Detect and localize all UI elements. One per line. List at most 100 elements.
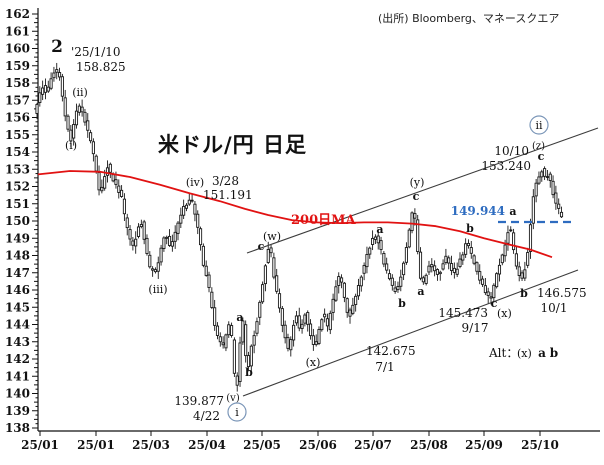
candle-body xyxy=(210,291,214,308)
candle-body xyxy=(464,243,468,255)
candle-body xyxy=(390,277,394,286)
candle-body xyxy=(461,254,465,261)
candle-body xyxy=(328,312,332,331)
candle-body xyxy=(134,238,138,247)
candle-body xyxy=(297,315,301,329)
candle-body xyxy=(218,336,222,343)
annotation-b: b xyxy=(398,297,406,310)
candle-body xyxy=(421,277,425,283)
candle-body xyxy=(413,213,417,219)
candle-body xyxy=(325,318,330,327)
candle-body xyxy=(199,228,203,246)
annotation-2: 2 xyxy=(51,37,63,57)
candle-body xyxy=(145,237,149,254)
candle-body xyxy=(348,309,352,317)
candle-body xyxy=(176,222,180,234)
candle-body xyxy=(52,72,56,79)
candle-body xyxy=(38,92,42,103)
y-tick-label: 159 xyxy=(5,59,30,73)
candle-body xyxy=(294,315,298,324)
candle-body xyxy=(139,224,143,228)
candle-body xyxy=(455,268,459,275)
candle-body xyxy=(83,111,87,123)
candle-body xyxy=(483,285,487,294)
annotation-a: a xyxy=(509,205,516,218)
candle-body xyxy=(230,325,234,336)
candle-body xyxy=(128,229,132,240)
annotation-y: (y) xyxy=(410,176,425,189)
y-tick-label: 142 xyxy=(5,352,30,366)
candle-body xyxy=(441,263,445,270)
candle-body xyxy=(500,254,504,264)
annotation-v: (v) xyxy=(226,393,240,404)
candle-body xyxy=(49,78,53,89)
y-tick-label: 160 xyxy=(5,42,30,56)
annotation-25110: '25/1/10 xyxy=(71,45,121,59)
candle-body xyxy=(410,212,414,232)
annotation-149944: 149.944 xyxy=(451,204,505,218)
annotation-71: 7/1 xyxy=(375,360,394,374)
wave-circle-i xyxy=(227,402,247,422)
candle-body xyxy=(213,307,217,326)
candle-body xyxy=(548,173,552,181)
x-tick-label: 25/09 xyxy=(465,438,503,452)
candle-body xyxy=(255,321,259,334)
candle-body xyxy=(165,236,169,239)
candle-body xyxy=(430,264,434,268)
candle-body xyxy=(433,265,437,272)
annotation-iii: (iii) xyxy=(148,283,167,296)
x-tick-label: 25/06 xyxy=(299,438,337,452)
annotation-a: a xyxy=(417,285,424,298)
candle-body xyxy=(252,335,256,346)
candle-body xyxy=(323,313,327,318)
x-tick-label: 25/10 xyxy=(521,438,559,452)
candle-body xyxy=(300,323,304,329)
y-tick-label: 143 xyxy=(5,335,30,349)
candle-body xyxy=(280,308,284,326)
candle-body xyxy=(182,205,186,216)
candle-body xyxy=(241,320,245,343)
candle-body xyxy=(215,325,220,336)
candle-body xyxy=(447,257,451,264)
candle-body xyxy=(55,69,59,73)
y-tick-label: 149 xyxy=(5,231,30,245)
candle-body xyxy=(153,269,157,273)
candle-body xyxy=(509,229,513,232)
candle-body xyxy=(382,252,386,265)
candle-body xyxy=(486,291,490,296)
candle-body xyxy=(103,176,107,189)
annotation-w: (w) xyxy=(263,230,281,243)
candle-body xyxy=(258,301,262,318)
candle-body xyxy=(74,110,79,126)
candle-body xyxy=(105,167,110,176)
candle-body xyxy=(331,298,335,313)
candle-body xyxy=(365,254,369,268)
annotation-139877: 139.877 xyxy=(174,394,224,408)
candle-body xyxy=(117,185,121,193)
candle-body xyxy=(238,342,242,382)
annotation-142675: 142.675 xyxy=(366,344,416,358)
candle-body xyxy=(334,286,338,301)
upper-channel-line xyxy=(246,127,599,254)
candle-body xyxy=(148,254,152,268)
candle-body xyxy=(111,174,115,182)
candle-body xyxy=(232,339,236,374)
x-tick-label: 25/04 xyxy=(188,438,226,452)
candle-body xyxy=(275,275,279,292)
candle-body xyxy=(272,257,276,278)
annotation-c: c xyxy=(413,190,420,203)
candle-body xyxy=(379,240,383,250)
candle-body xyxy=(173,231,177,242)
candle-body xyxy=(543,168,547,177)
candle-body xyxy=(472,255,476,264)
candle-body xyxy=(407,229,411,248)
candle-body xyxy=(120,189,124,197)
candle-body xyxy=(492,284,496,299)
candle-body xyxy=(97,172,101,191)
y-tick-label: 140 xyxy=(5,387,30,401)
y-tick-label: 156 xyxy=(5,111,30,125)
annotation-Alt: Alt： xyxy=(488,346,518,360)
candle-body xyxy=(91,141,95,155)
